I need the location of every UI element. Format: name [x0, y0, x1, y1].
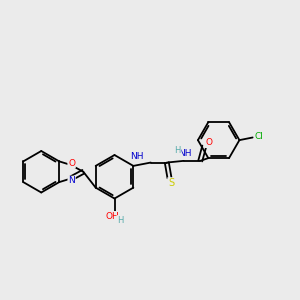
Text: H: H — [117, 216, 123, 225]
Text: O: O — [206, 138, 212, 147]
Text: NH: NH — [130, 152, 144, 161]
Text: NH: NH — [178, 149, 192, 158]
Text: N: N — [68, 176, 75, 185]
Text: O: O — [68, 159, 75, 168]
Text: OH: OH — [106, 212, 120, 221]
Text: S: S — [168, 178, 174, 188]
Text: H: H — [174, 146, 181, 155]
Text: Cl: Cl — [254, 132, 263, 141]
